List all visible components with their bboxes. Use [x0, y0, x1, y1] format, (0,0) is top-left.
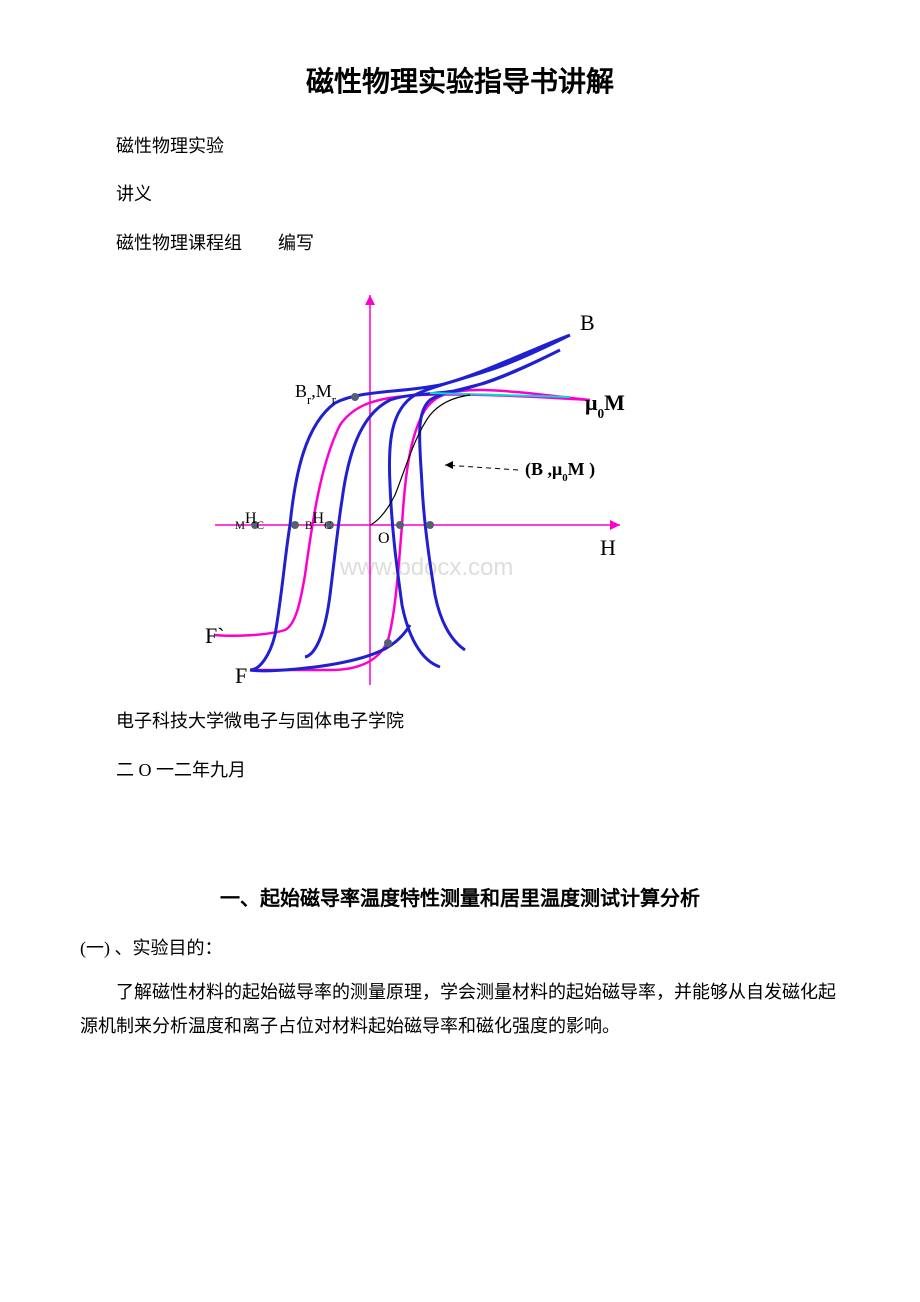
svg-text:μ0M: μ0M [585, 390, 625, 421]
svg-text:F: F [235, 663, 247, 688]
text-line-3: 磁性物理课程组 编写 [80, 227, 840, 259]
svg-text:www.bdocx.com: www.bdocx.com [339, 554, 513, 581]
text-line-1: 磁性物理实验 [80, 130, 840, 162]
svg-text:B: B [580, 310, 595, 335]
svg-text:(B ,μ0M ): (B ,μ0M ) [525, 459, 595, 484]
affiliation-line: 电子科技大学微电子与固体电子学院 [80, 705, 840, 737]
section-body: 了解磁性材料的起始磁导率的测量原理，学会测量材料的起始磁导率，并能够从自发磁化起… [80, 975, 840, 1043]
svg-text:Br,Mr: Br,Mr [295, 381, 337, 407]
svg-text:H: H [600, 535, 616, 560]
date-line: 二 O 一二年九月 [80, 754, 840, 786]
hysteresis-diagram: www.bdocx.com H O B Br,Mr μ0M (B ,μ0M ) MHC BHC F… [140, 275, 640, 695]
section-heading: 一、起始磁导率温度特性测量和居里温度测试计算分析 [80, 882, 840, 911]
spacer [80, 802, 840, 832]
subsection-heading: (一) 、实验目的： [80, 931, 840, 965]
svg-text:F`: F` [205, 623, 225, 648]
svg-text:O: O [378, 530, 390, 547]
text-line-2: 讲义 [80, 178, 840, 210]
document-title: 磁性物理实验指导书讲解 [80, 60, 840, 100]
svg-text:MHC: MHC [235, 510, 264, 532]
svg-text:BHC: BHC [305, 510, 332, 532]
